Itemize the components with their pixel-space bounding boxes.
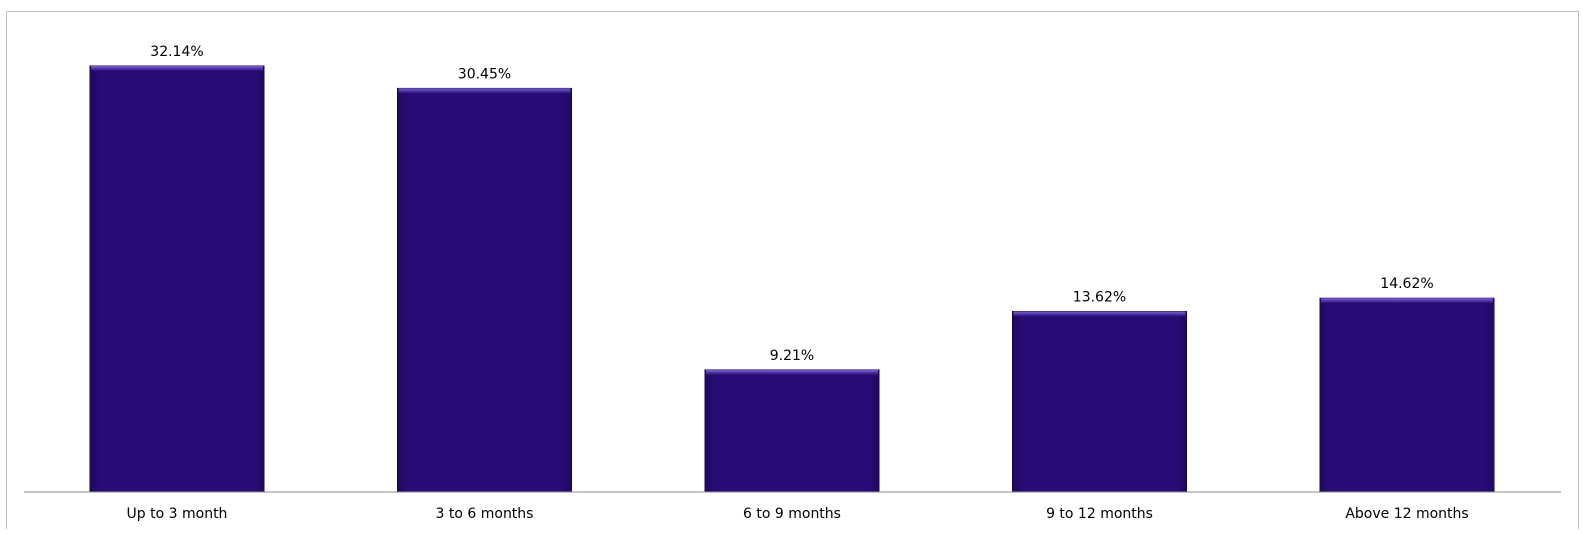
bar-top-highlight-1 <box>398 88 571 94</box>
bar-top-highlight-3 <box>1013 311 1186 317</box>
data-label-2: 9.21% <box>770 348 814 364</box>
bar-3 <box>1012 310 1187 493</box>
data-label-1: 30.45% <box>458 66 511 82</box>
bar-4 <box>1319 297 1495 493</box>
category-label-2: 6 to 9 months <box>743 506 841 522</box>
bar-1 <box>397 87 572 493</box>
bar-2 <box>704 369 880 493</box>
bar-top-highlight-0 <box>91 66 263 71</box>
data-label-0: 32.14% <box>150 44 203 60</box>
data-label-4: 14.62% <box>1380 276 1433 292</box>
bars-group <box>89 65 1495 493</box>
labels-group: 32.14% Up to 3 month 30.45% 3 to 6 months 9.… <box>127 44 1469 522</box>
category-label-4: Above 12 months <box>1345 506 1468 522</box>
data-label-3: 13.62% <box>1073 289 1126 305</box>
chart-frame <box>6 11 1579 529</box>
bar-top-highlight-2 <box>706 369 878 375</box>
bar-0 <box>89 65 265 493</box>
bar-top-highlight-4 <box>1321 298 1493 304</box>
category-label-3: 9 to 12 months <box>1046 506 1153 522</box>
category-label-0: Up to 3 month <box>127 506 228 522</box>
category-label-1: 3 to 6 months <box>436 506 534 522</box>
